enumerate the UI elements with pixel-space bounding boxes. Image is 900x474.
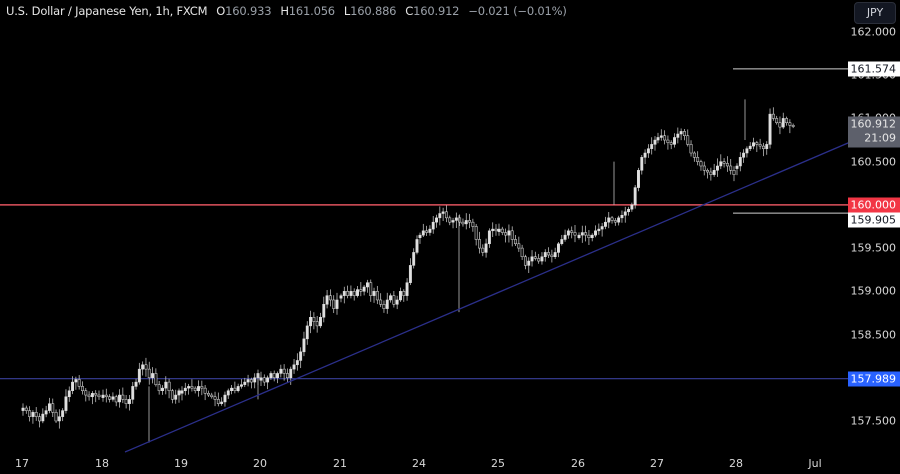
price-change: −0.021 (−0.01%) [468,4,567,18]
current-price: 160.912 [850,117,897,131]
open-value: 160.933 [225,4,272,18]
time-tick: 17 [15,457,29,470]
time-tick: Jul [808,457,822,470]
trendline[interactable] [124,139,856,453]
bar-countdown: 21:09 [864,131,896,145]
high-label: H [280,4,289,18]
price-tick: 159.500 [850,241,897,255]
price-tick: 157.500 [850,414,897,428]
high-value: 161.056 [288,4,335,18]
current-price-tag: 160.912 21:09 [848,116,900,148]
open-label: O [216,4,226,18]
close-value: 160.912 [413,4,460,18]
time-tick: 24 [412,457,426,470]
low-value: 160.886 [350,4,397,18]
time-tick: 21 [333,457,347,470]
currency-button[interactable]: JPY [854,2,896,24]
time-tick: 20 [253,457,267,470]
price-tick: 158.500 [850,328,897,342]
time-tick: 25 [491,457,505,470]
low-label: L [343,4,351,18]
time-tick: 18 [95,457,109,470]
time-tick: 28 [729,457,743,470]
price-tick: 159.000 [850,284,897,298]
horizontal-levels [0,68,852,380]
time-tick: 26 [571,457,585,470]
price-tick: 162.000 [850,25,897,39]
price-tag-157989: 157.989 [848,371,900,387]
price-tag-161574: 161.574 [848,61,900,77]
candlesticks [21,99,795,443]
price-tag-160000: 160.000 [848,197,900,213]
price-tick: 160.500 [850,155,897,169]
time-tick: 27 [650,457,664,470]
symbol-legend: U.S. Dollar / Japanese Yen, 1h, FXCM O160… [6,4,567,18]
price-tag-159905: 159.905 [848,212,900,228]
close-label: C [405,4,414,18]
symbol-title: U.S. Dollar / Japanese Yen, 1h, FXCM [6,4,208,18]
time-tick: 19 [174,457,188,470]
